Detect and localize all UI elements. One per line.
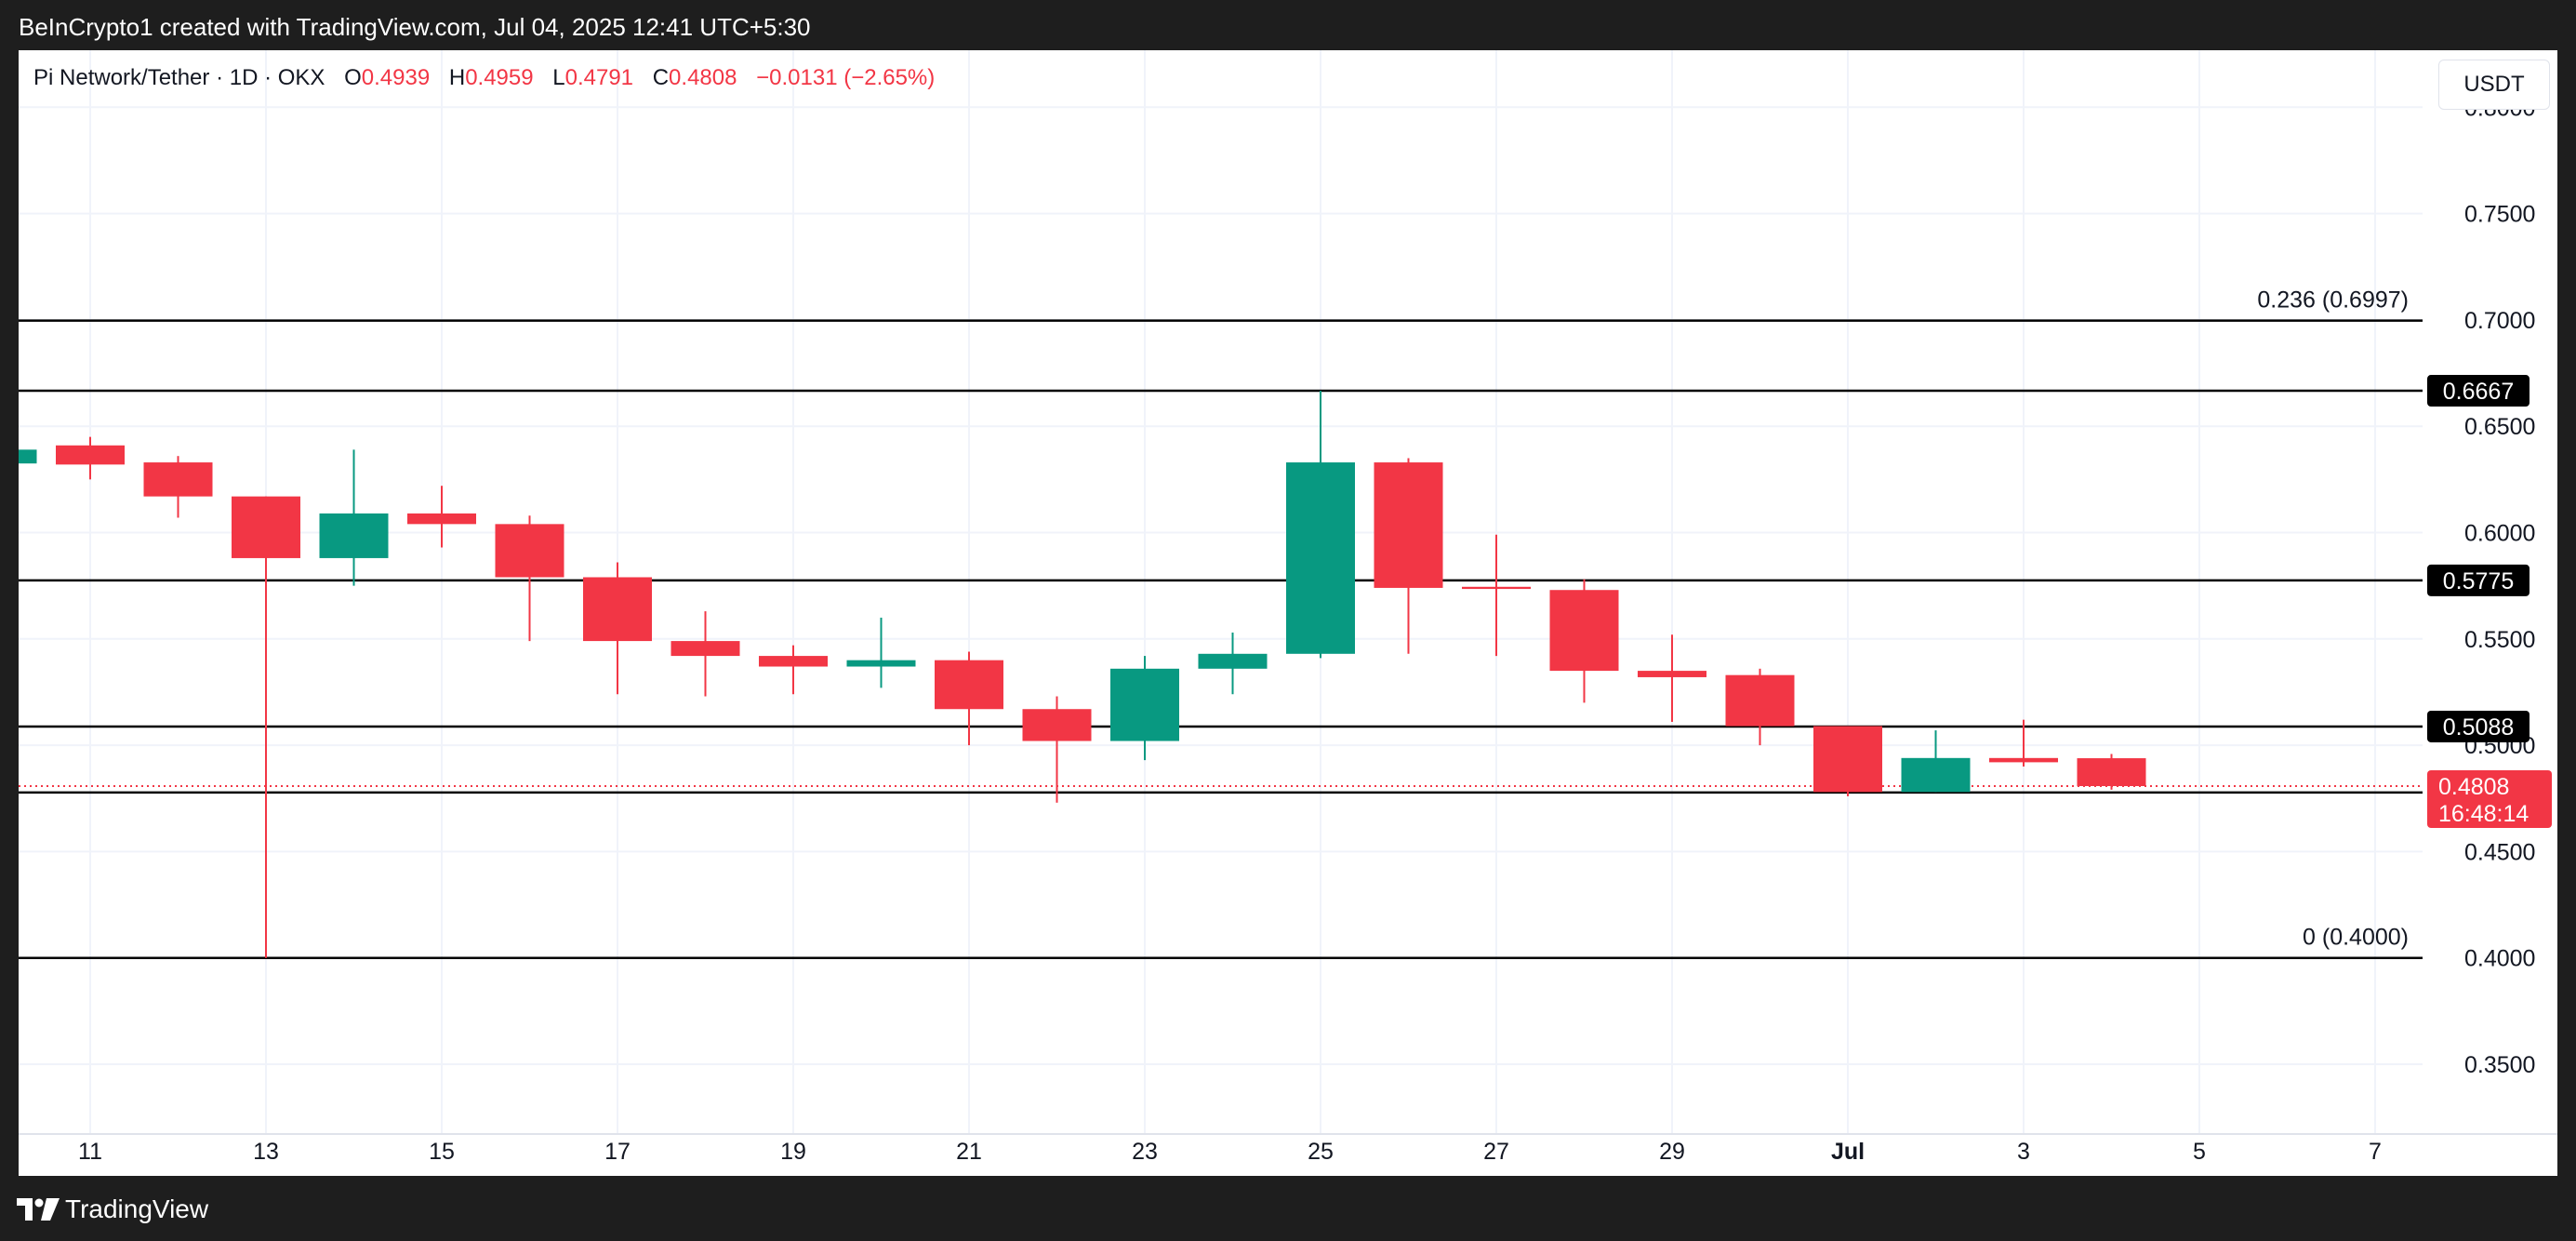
credit-text: BeInCrypto1 created with TradingView.com… — [19, 13, 811, 41]
x-tick-label: 21 — [956, 1139, 982, 1165]
close-label: C — [652, 65, 670, 90]
candle-body — [1813, 726, 1882, 793]
level-tag-label: 0.5775 — [2443, 568, 2514, 594]
candle-body — [2077, 758, 2146, 786]
candle-body — [1989, 757, 2058, 763]
candle-body — [1022, 709, 1092, 741]
candles — [19, 391, 2146, 958]
low-value: 0.4791 — [564, 65, 634, 90]
top-bar: BeInCrypto1 created with TradingView.com… — [0, 0, 2576, 50]
candle-body — [583, 577, 652, 642]
candlestick-chart[interactable]: 0.236 (0.6997) 0 (0.4000) 0.3500 0.4000 0.4… — [19, 50, 2557, 1176]
y-tick-label: 0.7500 — [2464, 202, 2535, 228]
x-tick-label: 25 — [1308, 1139, 1334, 1165]
candle-body — [935, 660, 1003, 710]
low-label: L — [552, 65, 565, 90]
tradingview-logo-icon — [17, 1198, 60, 1221]
candle-body — [1901, 757, 1971, 793]
candle-body — [143, 462, 213, 497]
candle-body — [1198, 653, 1268, 669]
candle-body — [846, 660, 916, 667]
level-lines: 0.236 (0.6997) 0 (0.4000) — [19, 287, 2423, 959]
tradingview-brand: TradingView — [65, 1194, 209, 1223]
level-tag-label: 0.5088 — [2443, 714, 2514, 741]
level-tag — [2427, 710, 2530, 742]
x-tick-label: 5 — [2193, 1139, 2206, 1165]
candle-body — [232, 496, 300, 558]
candle-body — [1286, 462, 1355, 654]
x-tick-label: 3 — [2017, 1139, 2030, 1165]
candle-body — [759, 656, 828, 667]
level-tag — [2427, 564, 2530, 596]
candle-body — [495, 524, 564, 578]
change-value: −0.0131 (−2.65%) — [756, 65, 936, 90]
candle-body — [1462, 586, 1531, 590]
level-tag-label: 0.6667 — [2443, 379, 2514, 405]
high-label: H — [448, 65, 466, 90]
x-tick-label: 27 — [1483, 1139, 1509, 1165]
last-price-tag — [2427, 769, 2552, 828]
x-tick-label: 29 — [1659, 1139, 1685, 1165]
y-tick-label: 0.4500 — [2464, 839, 2535, 865]
level-tag — [2427, 375, 2530, 407]
currency-button[interactable]: USDT — [2438, 60, 2550, 110]
x-tick-label: Jul — [1831, 1139, 1865, 1165]
open-value: 0.4939 — [361, 65, 431, 90]
candle-body — [1638, 671, 1706, 677]
level-label: 0.236 (0.6997) — [2257, 287, 2409, 314]
candle-body — [1725, 674, 1795, 727]
symbol-label: Pi Network/Tether · 1D · OKX — [33, 65, 325, 90]
x-tick-label: 15 — [429, 1139, 455, 1165]
y-tick-label: 0.6000 — [2464, 521, 2535, 547]
x-tick-label: 7 — [2369, 1139, 2382, 1165]
candle-body — [56, 445, 125, 465]
y-tick-label: 0.6500 — [2464, 414, 2535, 440]
bottom-bar: TradingView — [0, 1176, 2576, 1241]
candle-body — [671, 641, 740, 657]
time-axis: 11 13 15 17 19 21 23 25 27 29 Jul 3 5 7 — [78, 1139, 2382, 1165]
x-tick-label: 13 — [253, 1139, 279, 1165]
open-label: O — [344, 65, 362, 90]
chart-panel[interactable]: 0.236 (0.6997) 0 (0.4000) 0.3500 0.4000 0.4… — [19, 50, 2557, 1176]
y-tick-label: 0.7000 — [2464, 308, 2535, 334]
candle-body — [1374, 462, 1443, 588]
countdown-label: 16:48:14 — [2438, 801, 2529, 827]
x-tick-label: 11 — [78, 1139, 102, 1165]
candle-body — [319, 513, 389, 558]
close-value: 0.4808 — [669, 65, 737, 90]
y-tick-label: 0.4000 — [2464, 946, 2535, 972]
last-price-label: 0.4808 — [2438, 774, 2509, 800]
ohlc-legend: Pi Network/Tether · 1D · OKX O0.4939 H0.… — [33, 65, 935, 91]
candle-body — [1549, 590, 1619, 672]
level-label: 0 (0.4000) — [2303, 925, 2409, 951]
x-tick-label: 17 — [604, 1139, 631, 1165]
y-tick-label: 0.3500 — [2464, 1052, 2535, 1078]
candle-body — [1110, 668, 1179, 741]
high-value: 0.4959 — [465, 65, 534, 90]
x-tick-label: 19 — [780, 1139, 806, 1165]
candle-body — [19, 449, 37, 464]
y-tick-label: 0.5500 — [2464, 627, 2535, 653]
candle-body — [407, 513, 476, 525]
x-tick-label: 23 — [1132, 1139, 1158, 1165]
